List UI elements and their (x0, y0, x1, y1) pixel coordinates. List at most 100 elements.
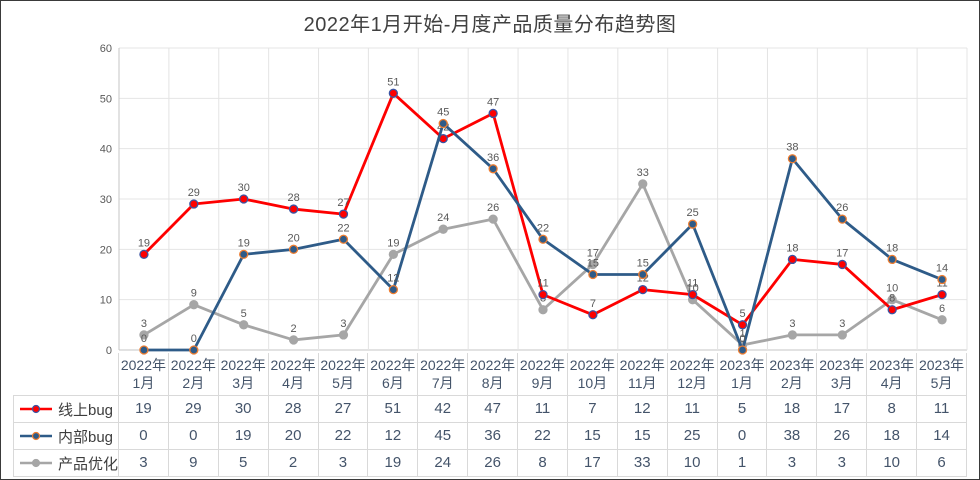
series-marker (139, 345, 149, 355)
series-marker (538, 234, 548, 244)
y-axis-tick-label: 40 (100, 144, 112, 156)
series-marker (388, 88, 399, 98)
series-marker (787, 154, 798, 164)
series-marker (638, 269, 648, 280)
data-label: 3 (839, 318, 845, 330)
series-marker (887, 254, 897, 265)
series-marker (538, 289, 548, 300)
data-label: 5 (739, 308, 745, 320)
data-label: 7 (590, 298, 596, 310)
table-value-cell: 12 (617, 396, 668, 423)
data-label: 47 (487, 96, 499, 108)
month-header-cell: 2022年 11月 (617, 353, 668, 396)
month-header-cell: 2023年 4月 (867, 353, 918, 396)
table-value-cell: 10 (867, 450, 918, 477)
data-label: 19 (138, 237, 150, 249)
month-label: 6月 (381, 375, 404, 391)
data-label: 0 (739, 333, 745, 345)
series-marker (338, 234, 349, 244)
table-value-cell: 15 (567, 423, 618, 450)
y-axis-tick-label: 50 (100, 93, 112, 105)
table-value-cell: 19 (119, 396, 169, 423)
table-value-cell: 5 (218, 450, 269, 477)
data-label: 19 (387, 237, 399, 249)
table-value-cell: 18 (767, 396, 818, 423)
table-value-cell: 3 (767, 450, 818, 477)
data-label: 0 (141, 333, 147, 345)
data-label: 11 (537, 278, 548, 290)
series-marker (837, 214, 847, 224)
data-label: 30 (238, 182, 250, 194)
series-marker (189, 300, 199, 310)
series-marker (588, 259, 598, 270)
table-value-cell: 0 (119, 423, 169, 450)
month-label: 11月 (627, 375, 657, 391)
y-axis-tick-label: 0 (106, 345, 112, 357)
month-header-cell: 2022年 2月 (168, 353, 219, 396)
series-marker (288, 244, 299, 254)
table-value-cell: 26 (817, 423, 868, 450)
series-marker (588, 269, 598, 280)
data-label: 29 (188, 187, 200, 199)
data-label: 24 (437, 212, 449, 224)
month-year-label: 2022年 (420, 357, 466, 373)
month-label: 1月 (731, 375, 753, 391)
table-value-cell: 3 (318, 450, 369, 477)
data-label: 22 (537, 222, 549, 234)
table-value-cell: 24 (418, 450, 469, 477)
table-value-cell: 51 (368, 396, 419, 423)
table-value-cell: 12 (368, 423, 419, 450)
series-marker (787, 330, 798, 340)
table-value-cell: 33 (617, 450, 668, 477)
month-label: 5月 (332, 375, 354, 391)
data-table: 2022年 1月 2022年 2月 2022年 3月 2022年 4月 2022年 5月 2022年… (13, 353, 967, 477)
chart-title: 2022年1月开始-月度产品质量分布趋势图 (303, 14, 677, 36)
data-label: 17 (587, 247, 599, 259)
month-year-label: 2022年 (569, 357, 615, 373)
table-value-cell: 8 (867, 396, 918, 423)
data-label: 3 (141, 318, 147, 330)
month-year-label: 2022年 (120, 357, 167, 373)
legend-key-icon (20, 458, 52, 468)
data-label: 15 (587, 258, 599, 270)
month-header-cell: 2022年 6月 (368, 353, 419, 396)
data-label: 3 (789, 318, 795, 330)
legend-key-icon (20, 431, 52, 441)
data-label: 38 (786, 142, 798, 154)
month-header-cell: 2022年 3月 (218, 353, 269, 396)
table-value-cell: 28 (268, 396, 319, 423)
y-axis-tick-label: 60 (100, 43, 112, 55)
table-value-cell: 17 (567, 450, 618, 477)
month-year-label: 2022年 (519, 357, 566, 373)
table-value-cell: 3 (119, 450, 169, 477)
data-label: 36 (487, 152, 499, 164)
series-marker (937, 289, 947, 300)
month-label: 1月 (132, 375, 155, 391)
table-value-cell: 7 (567, 396, 618, 423)
series-marker (787, 254, 798, 265)
series-marker (837, 259, 847, 270)
data-label: 6 (939, 303, 945, 315)
series-marker (139, 249, 149, 260)
series-marker (388, 284, 399, 295)
series-marker (687, 219, 698, 229)
table-value-cell: 29 (168, 396, 219, 423)
table-value-cell: 17 (817, 396, 868, 423)
month-year-label: 2022年 (470, 357, 516, 373)
table-value-cell: 9 (168, 450, 219, 477)
month-label: 5月 (930, 375, 953, 391)
series-name-label: 内部bug (58, 428, 114, 446)
table-value-cell: 30 (218, 396, 269, 423)
month-year-label: 2023年 (869, 357, 915, 373)
data-label: 27 (337, 197, 349, 209)
month-label: 3月 (830, 375, 853, 391)
series-marker (189, 345, 199, 355)
table-value-cell: 47 (468, 396, 519, 423)
table-value-cell: 26 (468, 450, 519, 477)
month-label: 4月 (880, 375, 903, 391)
table-value-cell: 0 (717, 423, 768, 450)
table-value-cell: 10 (667, 450, 718, 477)
data-label: 14 (936, 263, 948, 275)
data-label: 20 (287, 232, 299, 244)
